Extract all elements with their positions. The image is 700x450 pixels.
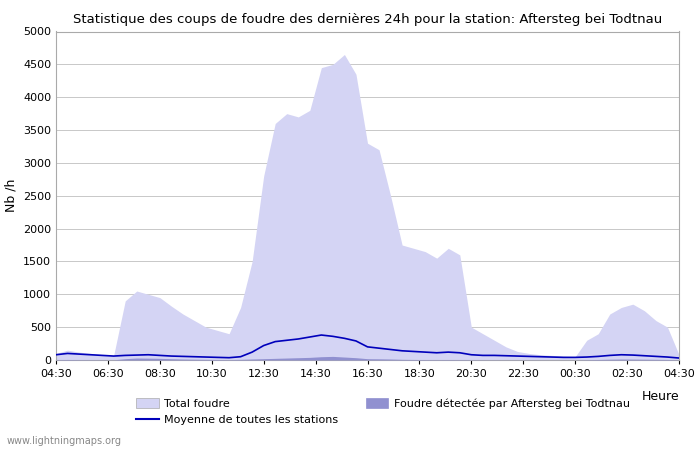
Title: Statistique des coups de foudre des dernières 24h pour la station: Aftersteg bei: Statistique des coups de foudre des dern… (73, 13, 662, 26)
Legend: Total foudre, Moyenne de toutes les stations, Foudre détectée par Aftersteg bei : Total foudre, Moyenne de toutes les stat… (136, 398, 630, 425)
Text: Heure: Heure (641, 390, 679, 403)
Y-axis label: Nb /h: Nb /h (4, 179, 18, 212)
Text: www.lightningmaps.org: www.lightningmaps.org (7, 436, 122, 446)
